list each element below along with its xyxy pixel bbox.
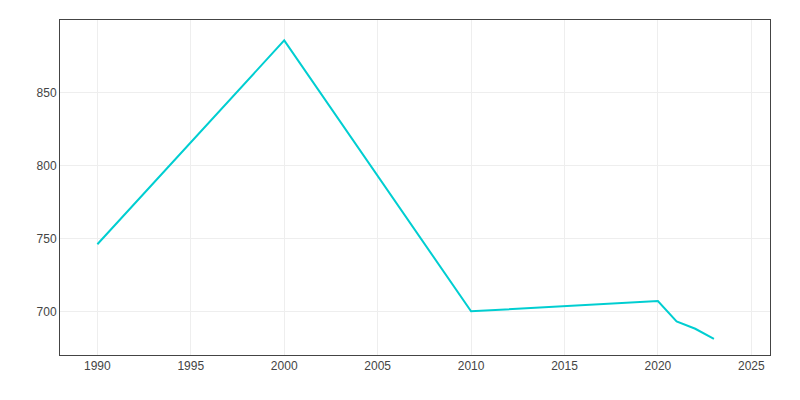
svg-text:1995: 1995	[177, 359, 204, 373]
svg-text:2000: 2000	[271, 359, 298, 373]
svg-text:1990: 1990	[84, 359, 111, 373]
svg-text:2005: 2005	[364, 359, 391, 373]
svg-text:850: 850	[37, 86, 57, 100]
svg-text:750: 750	[37, 232, 57, 246]
svg-text:700: 700	[37, 305, 57, 319]
svg-text:2015: 2015	[551, 359, 578, 373]
svg-text:2020: 2020	[645, 359, 672, 373]
svg-text:2010: 2010	[458, 359, 485, 373]
svg-text:2025: 2025	[738, 359, 765, 373]
svg-text:800: 800	[37, 159, 57, 173]
